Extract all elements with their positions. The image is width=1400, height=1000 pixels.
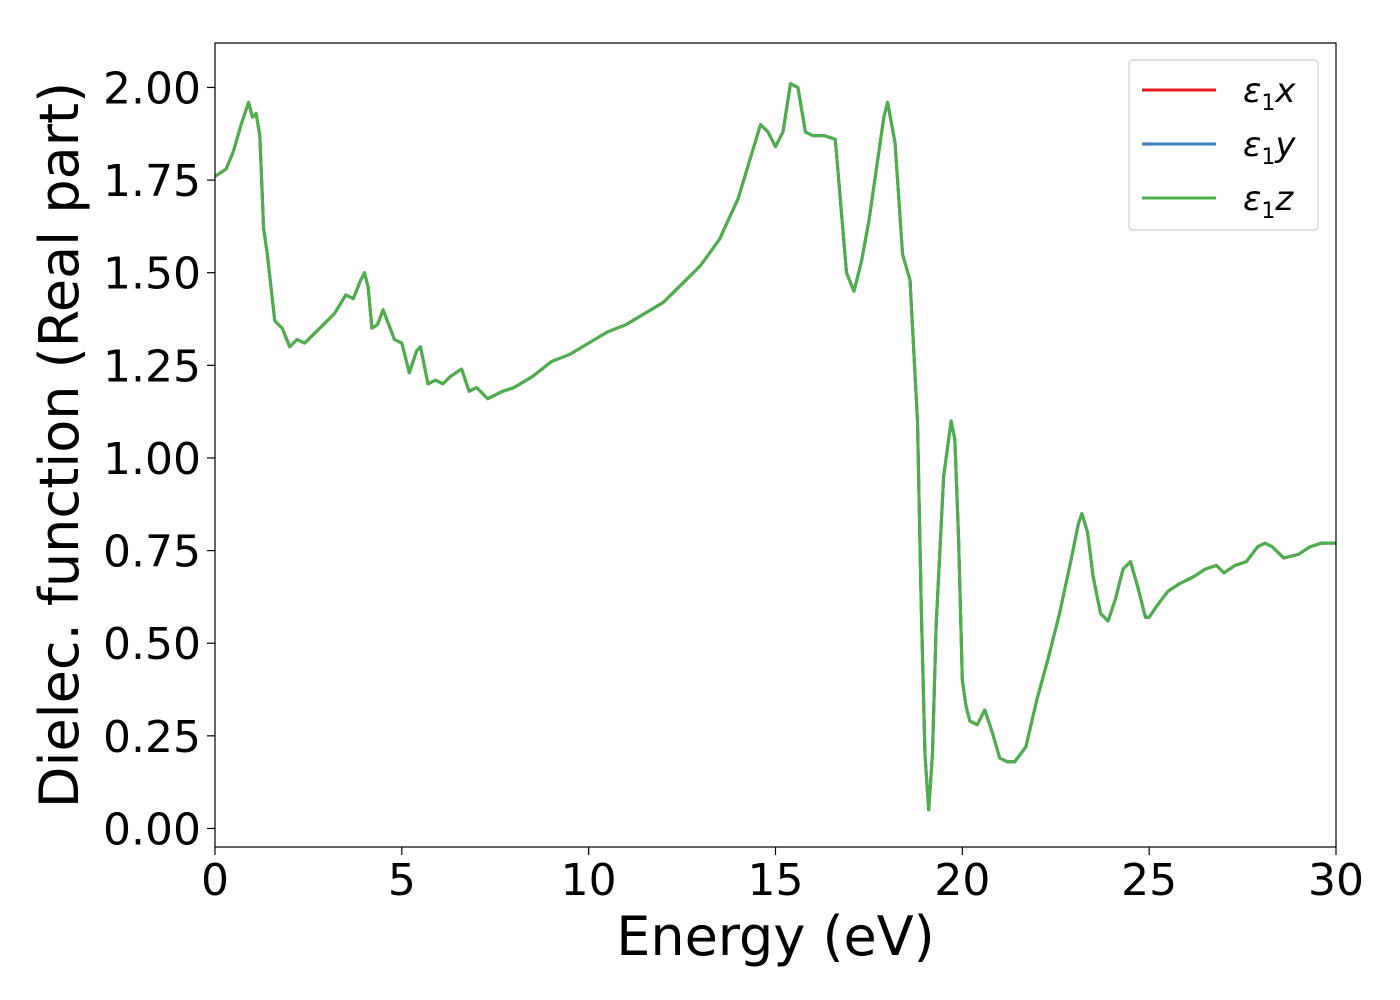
legend-label-y: ε1y [1243, 125, 1296, 170]
y-tick-label: 0.75 [103, 527, 201, 578]
y-axis-label: Dielec. function (Real part) [28, 82, 91, 808]
x-tick-label: 15 [748, 855, 804, 906]
legend-box [1128, 59, 1319, 231]
x-axis-label: Energy (eV) [616, 905, 935, 968]
y-tick-label: 1.75 [103, 156, 201, 207]
y-axis-ticks: 0.00 0.25 0.50 0.75 1.00 1.25 1.50 1.75 2.00 [103, 63, 215, 855]
y-tick-label: 1.50 [103, 249, 201, 300]
legend-label-x: ε1x [1243, 71, 1296, 116]
x-tick-label: 0 [201, 855, 229, 906]
y-tick-label: 1.25 [103, 341, 201, 392]
y-tick-label: 0.00 [103, 804, 201, 855]
series-line-z [215, 82, 1336, 812]
x-tick-label: 30 [1308, 855, 1364, 906]
y-tick-label: 2.00 [103, 63, 201, 114]
x-tick-label: 25 [1121, 855, 1177, 906]
y-tick-label: 1.00 [103, 434, 201, 485]
y-tick-label: 0.50 [103, 619, 201, 670]
x-tick-label: 20 [934, 855, 990, 906]
legend-label-z: ε1z [1243, 179, 1294, 224]
y-tick-label: 0.25 [103, 712, 201, 763]
legend: ε1x ε1y ε1z [1128, 59, 1319, 231]
x-tick-label: 10 [561, 855, 617, 906]
x-tick-label: 5 [388, 855, 416, 906]
x-axis-ticks: 0 5 10 15 20 25 30 [201, 847, 1364, 906]
series-layer [215, 82, 1336, 812]
